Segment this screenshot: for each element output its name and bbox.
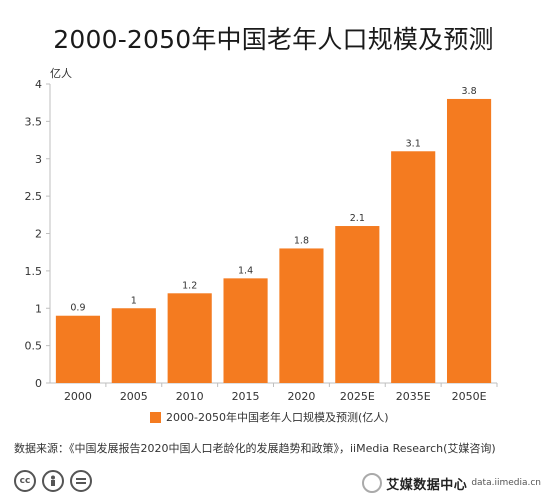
watermark: 艾媒数据中心 data.iimedia.cn bbox=[362, 470, 541, 496]
y-tick-label: 1.5 bbox=[25, 265, 43, 278]
x-tick-label: 2005 bbox=[120, 390, 148, 403]
x-tick-label: 2025E bbox=[340, 390, 375, 403]
y-tick-label: 4 bbox=[35, 78, 42, 91]
y-tick-label: 3.5 bbox=[25, 115, 43, 128]
iimedia-logo-icon bbox=[362, 473, 383, 493]
chart-title: 2000-2050年中国老年人口规模及预测 bbox=[53, 25, 494, 54]
legend-label: 2000-2050年中国老年人口规模及预测(亿人) bbox=[166, 411, 389, 424]
data-label-2025E: 2.1 bbox=[350, 213, 365, 224]
y-tick-label: 1 bbox=[35, 302, 42, 315]
y-tick-label: 3 bbox=[35, 153, 42, 166]
bar-2050E bbox=[446, 98, 492, 383]
footer: cc 艾媒数据中心 data.iimedia.cn bbox=[14, 470, 547, 496]
x-tick-label: 2020 bbox=[287, 390, 315, 403]
chart-axes: 亿人 0 0.5 1 1.5 2 2.5 3 3.5 4 bbox=[25, 67, 498, 390]
bar-2005 bbox=[111, 308, 156, 383]
chart-bars bbox=[55, 98, 492, 383]
data-label-2010: 1.2 bbox=[182, 280, 197, 291]
y-tick-label: 0.5 bbox=[25, 340, 43, 353]
bar-chart: 亿人 0 0.5 1 1.5 2 2.5 3 3.5 4 0.9 2000 1 2005 1.2 2010 1… bbox=[25, 67, 498, 403]
bar-2020 bbox=[279, 248, 324, 383]
source-note: 数据来源：《中国发展报告2020中国人口老龄化的发展趋势和政策》，iiMedia… bbox=[14, 442, 496, 455]
x-tick-label: 2050E bbox=[452, 390, 487, 403]
x-tick-label: 2015 bbox=[232, 390, 260, 403]
bar-2035E bbox=[391, 151, 436, 383]
watermark-name: 艾媒数据中心 bbox=[386, 477, 468, 493]
data-label-2005: 1 bbox=[131, 295, 137, 306]
chart-labels: 0.9 2000 1 2005 1.2 2010 1.4 2015 1.8 2020 2.1 2025… bbox=[64, 86, 487, 403]
y-tick-label: 2.5 bbox=[25, 190, 43, 203]
bar-2000 bbox=[55, 315, 101, 383]
data-label-2050E: 3.8 bbox=[462, 86, 477, 97]
cc-icon: cc bbox=[14, 470, 36, 492]
by-icon bbox=[42, 470, 64, 492]
x-tick-label: 2035E bbox=[396, 390, 431, 403]
bar-2010 bbox=[167, 293, 212, 383]
y-tick-label: 0 bbox=[35, 377, 42, 390]
bar-2015 bbox=[223, 278, 268, 383]
watermark-sub: data.iimedia.cn bbox=[471, 478, 541, 488]
data-label-2020: 1.8 bbox=[294, 235, 309, 246]
x-tick-label: 2000 bbox=[64, 390, 92, 403]
y-tick-label: 2 bbox=[35, 228, 42, 241]
equal-icon bbox=[70, 470, 92, 492]
data-label-2015: 1.4 bbox=[238, 265, 253, 276]
chart-legend: 2000-2050年中国老年人口规模及预测(亿人) bbox=[150, 408, 389, 426]
y-unit-label: 亿人 bbox=[50, 67, 72, 80]
legend-swatch bbox=[150, 411, 161, 423]
data-label-2000: 0.9 bbox=[70, 303, 85, 314]
data-label-2035E: 3.1 bbox=[406, 138, 421, 149]
x-tick-label: 2010 bbox=[176, 390, 204, 403]
bar-2025E bbox=[335, 226, 380, 383]
